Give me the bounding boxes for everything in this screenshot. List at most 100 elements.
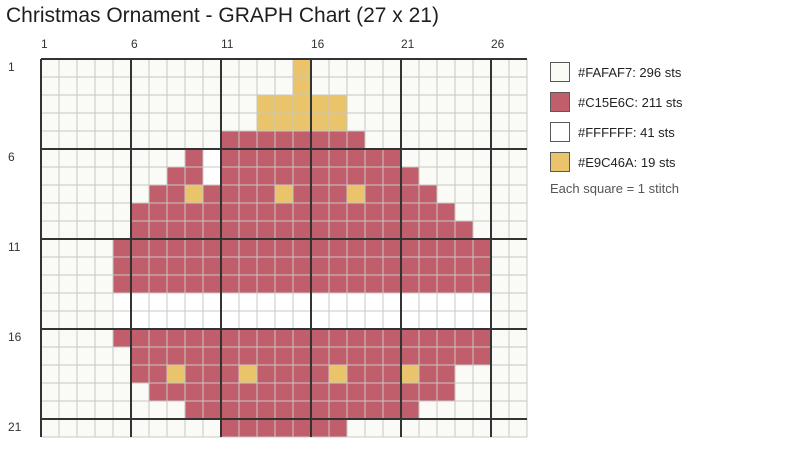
stitch-cell [383, 167, 401, 185]
stitch-cell [221, 113, 239, 131]
stitch-cell [437, 383, 455, 401]
stitch-cell [275, 419, 293, 437]
stitch-cell [167, 419, 185, 437]
stitch-cell [347, 257, 365, 275]
stitch-cell [311, 95, 329, 113]
stitch-cell [347, 275, 365, 293]
stitch-cell [95, 149, 113, 167]
stitch-cell [491, 293, 509, 311]
stitch-cell [347, 239, 365, 257]
stitch-cell [473, 275, 491, 293]
stitch-cell [311, 59, 329, 77]
stitch-cell [293, 329, 311, 347]
stitch-cell [347, 293, 365, 311]
stitch-cell [293, 149, 311, 167]
stitch-cell [59, 221, 77, 239]
stitch-cell [455, 347, 473, 365]
stitch-cell [275, 113, 293, 131]
stitch-cell [167, 167, 185, 185]
stitch-cell [437, 59, 455, 77]
stitch-cell [221, 77, 239, 95]
stitch-cell [149, 257, 167, 275]
stitch-cell [491, 149, 509, 167]
stitch-cell [77, 383, 95, 401]
stitch-cell [77, 113, 95, 131]
stitch-cell [275, 149, 293, 167]
stitch-cell [203, 347, 221, 365]
stitch-cell [329, 347, 347, 365]
stitch-cell [41, 329, 59, 347]
stitch-cell [491, 383, 509, 401]
stitch-cell [437, 167, 455, 185]
stitch-cell [41, 257, 59, 275]
stitch-cell [185, 401, 203, 419]
stitch-cell [239, 131, 257, 149]
stitch-cell [131, 113, 149, 131]
stitch-cell [113, 221, 131, 239]
stitch-cell [221, 239, 239, 257]
stitch-cell [257, 383, 275, 401]
stitch-cell [455, 131, 473, 149]
stitch-cell [41, 239, 59, 257]
stitch-cell [437, 329, 455, 347]
stitch-cell [239, 275, 257, 293]
stitch-cell [491, 113, 509, 131]
stitch-cell [419, 257, 437, 275]
stitch-cell [185, 311, 203, 329]
stitch-cell [59, 113, 77, 131]
stitch-cell [437, 257, 455, 275]
stitch-cell [77, 275, 95, 293]
stitch-cell [401, 95, 419, 113]
stitch-cell [491, 239, 509, 257]
stitch-cell [275, 77, 293, 95]
stitch-cell [347, 329, 365, 347]
legend-item: #C15E6C: 211 sts [550, 91, 790, 113]
stitch-cell [257, 401, 275, 419]
stitch-cell [113, 167, 131, 185]
stitch-cell [419, 293, 437, 311]
stitch-cell [275, 221, 293, 239]
stitch-cell [131, 275, 149, 293]
stitch-cell [383, 77, 401, 95]
stitch-cell [383, 203, 401, 221]
stitch-cell [167, 59, 185, 77]
stitch-cell [329, 329, 347, 347]
stitch-cell [59, 401, 77, 419]
stitch-cell [347, 59, 365, 77]
stitch-cell [401, 347, 419, 365]
stitch-cell [383, 383, 401, 401]
stitch-cell [455, 167, 473, 185]
stitch-cell [437, 131, 455, 149]
stitch-cell [221, 221, 239, 239]
stitch-cell [113, 185, 131, 203]
stitch-cell [167, 311, 185, 329]
stitch-cell [491, 329, 509, 347]
stitch-cell [239, 77, 257, 95]
stitch-cell [311, 203, 329, 221]
stitch-cell [257, 311, 275, 329]
column-label: 6 [131, 37, 138, 51]
stitch-cell [365, 59, 383, 77]
stitch-cell [437, 77, 455, 95]
stitch-cell [113, 203, 131, 221]
stitch-cell [491, 95, 509, 113]
stitch-cell [41, 365, 59, 383]
stitch-cell [491, 347, 509, 365]
stitch-cell [131, 149, 149, 167]
stitch-cell [401, 59, 419, 77]
stitch-cell [311, 77, 329, 95]
stitch-cell [95, 401, 113, 419]
stitch-cell [185, 185, 203, 203]
stitch-cell [419, 95, 437, 113]
color-swatch [550, 122, 570, 142]
stitch-cell [59, 347, 77, 365]
stitch-cell [329, 401, 347, 419]
stitch-cell [95, 203, 113, 221]
stitch-cell [275, 383, 293, 401]
stitch-cell [257, 95, 275, 113]
stitch-cell [365, 383, 383, 401]
stitch-cell [401, 401, 419, 419]
stitch-cell [149, 311, 167, 329]
stitch-cell [131, 347, 149, 365]
stitch-cell [329, 113, 347, 131]
